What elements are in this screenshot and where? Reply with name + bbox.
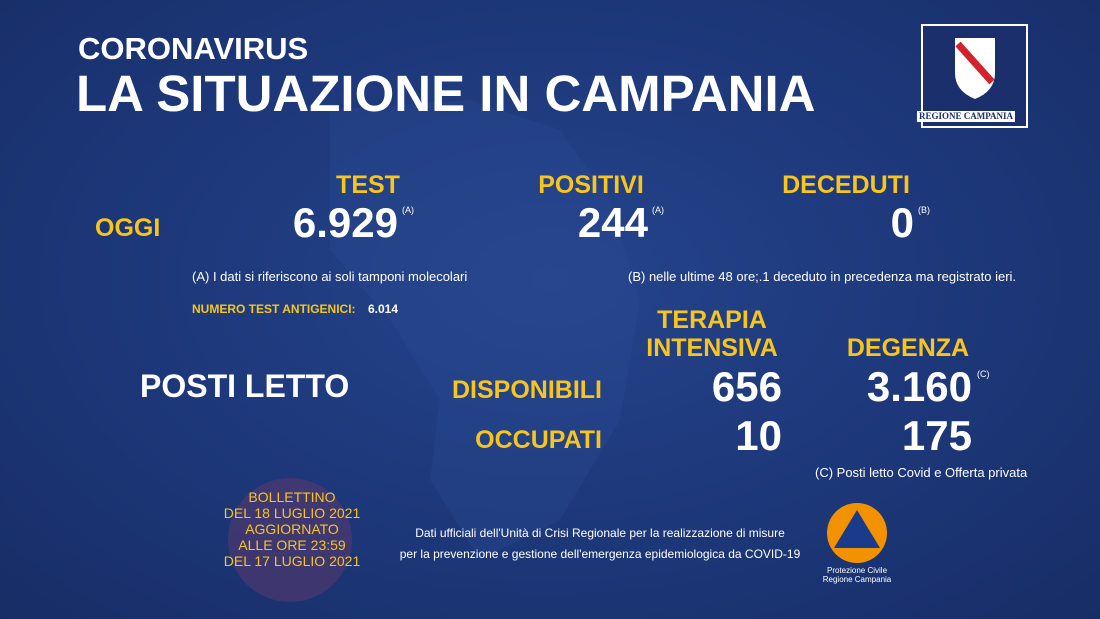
- footer-line: Dati ufficiali dell'Unità di Crisi Regio…: [415, 526, 785, 540]
- heading: DECEDUTI: [782, 171, 910, 199]
- beds-header: DEGENZA: [846, 334, 970, 362]
- beds-label: POSTI LETTO: [140, 368, 350, 404]
- logo-label: REGIONE CAMPANIA: [916, 111, 1016, 122]
- antigen-label: NUMERO TEST ANTIGENICI:: [192, 302, 356, 316]
- value: 6.929: [292, 199, 398, 246]
- row-label: OCCUPATI: [475, 426, 602, 454]
- beds-header: TERAPIA: [657, 306, 767, 334]
- value: 3.160: [866, 363, 972, 410]
- virus-icon: [228, 478, 352, 602]
- cp-label: Regione Campania: [822, 575, 892, 584]
- today-label: OGGI: [95, 214, 161, 242]
- value: 10: [735, 412, 782, 459]
- cp-label: Protezione Civile: [826, 566, 888, 575]
- bulletin-line: BOLLETTINO: [248, 489, 336, 505]
- value: 0: [890, 199, 914, 246]
- note-ref: (C): [977, 369, 990, 379]
- note-ref: (B): [918, 205, 930, 215]
- row-label: DISPONIBILI: [451, 376, 602, 404]
- bulletin-line: DEL 18 LUGLIO 2021: [223, 505, 361, 521]
- kicker: CORONAVIRUS: [78, 31, 309, 66]
- note-ref: (A): [652, 205, 664, 215]
- note-ref: (A): [402, 205, 414, 215]
- value: 656: [711, 363, 782, 410]
- bulletin-line: DEL 17 LUGLIO 2021: [223, 553, 361, 569]
- region-map: [330, 100, 640, 560]
- note: (C) Posti letto Covid e Offerta privata: [815, 465, 1028, 480]
- heading: POSITIVI: [538, 171, 644, 199]
- note: (A) I dati si riferiscono ai soli tampon…: [192, 269, 468, 284]
- cp-triangle: [834, 510, 880, 548]
- heading: TEST: [336, 171, 400, 199]
- logo-band: [955, 41, 995, 85]
- title: LA SITUAZIONE IN CAMPANIA: [76, 65, 816, 122]
- antigen-value: 6.014: [368, 302, 399, 316]
- note: (B) nelle ultime 48 ore;.1 deceduto in p…: [628, 269, 1017, 284]
- value: 175: [901, 412, 972, 459]
- bulletin-line: ALLE ORE 23:59: [238, 537, 346, 553]
- beds-header: INTENSIVA: [646, 334, 778, 362]
- bulletin-line: AGGIORNATO: [245, 521, 339, 537]
- value: 244: [577, 199, 648, 246]
- footer-line: per la prevenzione e gestione dell'emerg…: [399, 547, 801, 561]
